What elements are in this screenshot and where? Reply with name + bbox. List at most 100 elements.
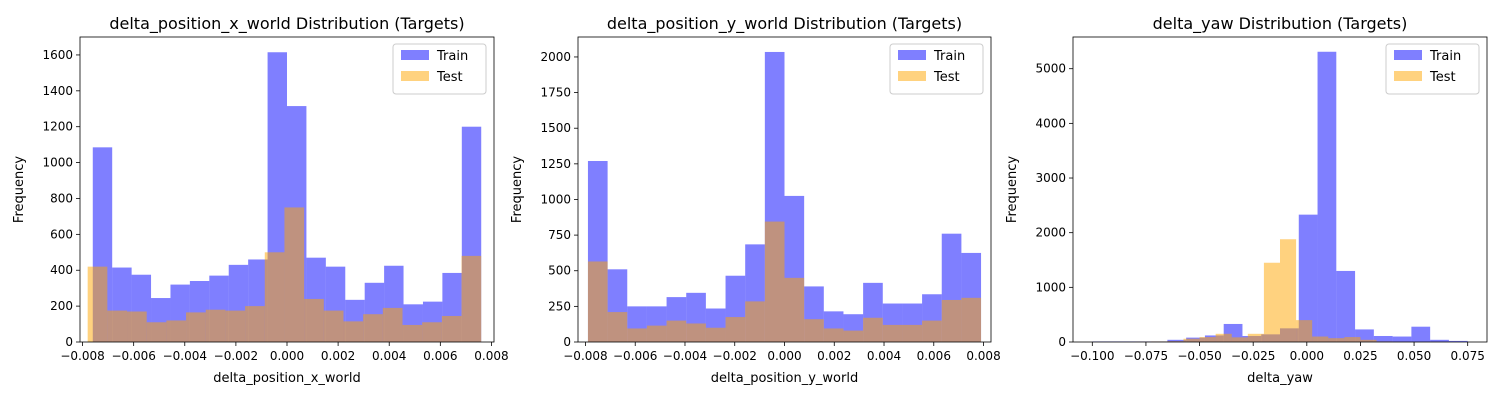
histogram-bar xyxy=(882,324,903,342)
histogram-bar xyxy=(1247,333,1264,342)
histogram-bar xyxy=(1312,336,1329,342)
y-tick-label: 200 xyxy=(50,299,73,313)
histogram-bar xyxy=(146,322,167,342)
series-test xyxy=(1135,239,1457,342)
legend-swatch-train xyxy=(401,50,429,60)
y-axis-label: Frequency xyxy=(1005,156,1020,223)
x-axis-label: delta_position_y_world xyxy=(711,371,858,386)
chart-panel-2: −0.008 −0.006 −0.004 −0.002 0.000 0.002 0.004 0… xyxy=(510,14,1001,386)
x-tick-label: −0.002 xyxy=(214,349,258,363)
histogram-bar xyxy=(705,327,726,342)
y-axis-label: Frequency xyxy=(510,156,525,223)
x-tick-label: −0.050 xyxy=(1177,349,1221,363)
x-tick-label: 0.000 xyxy=(767,349,801,363)
y-tick-label: 1750 xyxy=(540,86,571,100)
x-tick-label: −0.008 xyxy=(563,349,607,363)
x-tick-label: 0.008 xyxy=(474,349,508,363)
histogram-bar xyxy=(1360,339,1377,342)
x-tick-label: −0.008 xyxy=(60,349,104,363)
chart-panel-1: −0.008 −0.006 −0.004 −0.002 0.000 0.002 0.004 0… xyxy=(12,14,509,386)
x-tick-label: 0.075 xyxy=(1451,349,1485,363)
x-tick-label: 0.025 xyxy=(1343,349,1377,363)
histogram-bar xyxy=(186,312,206,342)
histogram-bar xyxy=(245,306,265,342)
chart-panel-3: −0.100 −0.075 −0.050 −0.025 0.000 0.025 0.050 0… xyxy=(1005,14,1488,386)
histogram-bar xyxy=(1392,336,1412,342)
y-tick-label: 1200 xyxy=(42,120,73,134)
histogram-bar xyxy=(304,298,324,342)
histogram-bar xyxy=(461,255,482,342)
y-tick-label: 4000 xyxy=(1035,116,1066,130)
histogram-bar xyxy=(725,317,746,342)
chart-title: delta_position_x_world Distribution (Tar… xyxy=(109,14,464,34)
x-axis-label: delta_yaw xyxy=(1247,371,1313,386)
histogram-bar xyxy=(686,323,706,342)
histogram-bar xyxy=(284,207,305,342)
legend-label-train: Train xyxy=(436,49,468,64)
x-tick-label: −0.004 xyxy=(163,349,207,363)
histogram-bar xyxy=(627,328,647,342)
histogram-bar xyxy=(843,330,864,342)
x-tick-label: −0.002 xyxy=(713,349,757,363)
y-tick-label: 3000 xyxy=(1035,171,1066,185)
histogram-bar xyxy=(363,314,383,342)
histogram-bar xyxy=(1296,320,1313,342)
histogram-bar xyxy=(745,301,765,342)
histogram-bar xyxy=(441,315,462,342)
x-tick-label: −0.075 xyxy=(1124,349,1168,363)
histogram-bar xyxy=(1373,335,1393,342)
y-tick-label: 1600 xyxy=(42,48,73,62)
x-tick-label: 0.004 xyxy=(372,349,406,363)
histogram-bar xyxy=(646,325,667,342)
legend-label-test: Test xyxy=(1429,70,1456,85)
x-tick-label: −0.004 xyxy=(663,349,707,363)
x-tick-label: 0.002 xyxy=(817,349,851,363)
histogram-bar xyxy=(863,317,883,342)
histogram-bar xyxy=(1167,341,1184,342)
x-tick-label: 0.008 xyxy=(966,349,1000,363)
histogram-bar xyxy=(922,320,942,342)
histogram-bar xyxy=(941,299,962,342)
histogram-bar xyxy=(823,328,844,342)
legend-label-train: Train xyxy=(1429,49,1461,64)
chart-title: delta_yaw Distribution (Targets) xyxy=(1153,14,1408,34)
histogram-bar xyxy=(166,320,187,342)
histogram-bar xyxy=(1448,340,1468,342)
legend-label-test: Test xyxy=(436,70,463,85)
y-tick-label: 5000 xyxy=(1035,62,1066,76)
histogram-bar xyxy=(382,307,403,342)
y-tick-label: 400 xyxy=(50,263,73,277)
histogram-bar xyxy=(1344,337,1361,342)
y-tick-label: 800 xyxy=(50,191,73,205)
series-test xyxy=(587,221,982,342)
histogram-bar xyxy=(402,324,423,342)
histogram-bar xyxy=(1215,333,1232,342)
x-tick-label: 0.006 xyxy=(423,349,457,363)
histogram-bar xyxy=(1263,262,1280,342)
y-tick-label: 1000 xyxy=(42,156,73,170)
histogram-bar xyxy=(804,319,824,342)
y-tick-label: 0 xyxy=(1058,335,1066,349)
legend-swatch-test xyxy=(401,71,429,81)
legend-swatch-train xyxy=(898,50,926,60)
histogram-bar xyxy=(902,324,923,342)
histogram-bar xyxy=(1317,51,1337,343)
histogram-bar xyxy=(1430,339,1449,342)
y-tick-label: 1500 xyxy=(540,121,571,135)
y-tick-label: 1400 xyxy=(42,84,73,98)
x-tick-label: −0.006 xyxy=(613,349,657,363)
histogram-bar xyxy=(1411,326,1431,342)
histogram-bar xyxy=(1336,270,1356,342)
x-tick-label: 0.050 xyxy=(1397,349,1431,363)
legend-swatch-test xyxy=(898,71,926,81)
legend-label-test: Test xyxy=(933,70,960,85)
x-tick-label: 0.006 xyxy=(917,349,951,363)
y-tick-label: 750 xyxy=(548,228,571,242)
histogram-bar xyxy=(1298,214,1318,342)
histogram-bar xyxy=(422,322,442,342)
histogram-bar xyxy=(87,266,108,342)
histogram-bar xyxy=(587,261,608,342)
x-tick-label: 0.000 xyxy=(1290,349,1324,363)
axes-frame xyxy=(1072,36,1488,343)
